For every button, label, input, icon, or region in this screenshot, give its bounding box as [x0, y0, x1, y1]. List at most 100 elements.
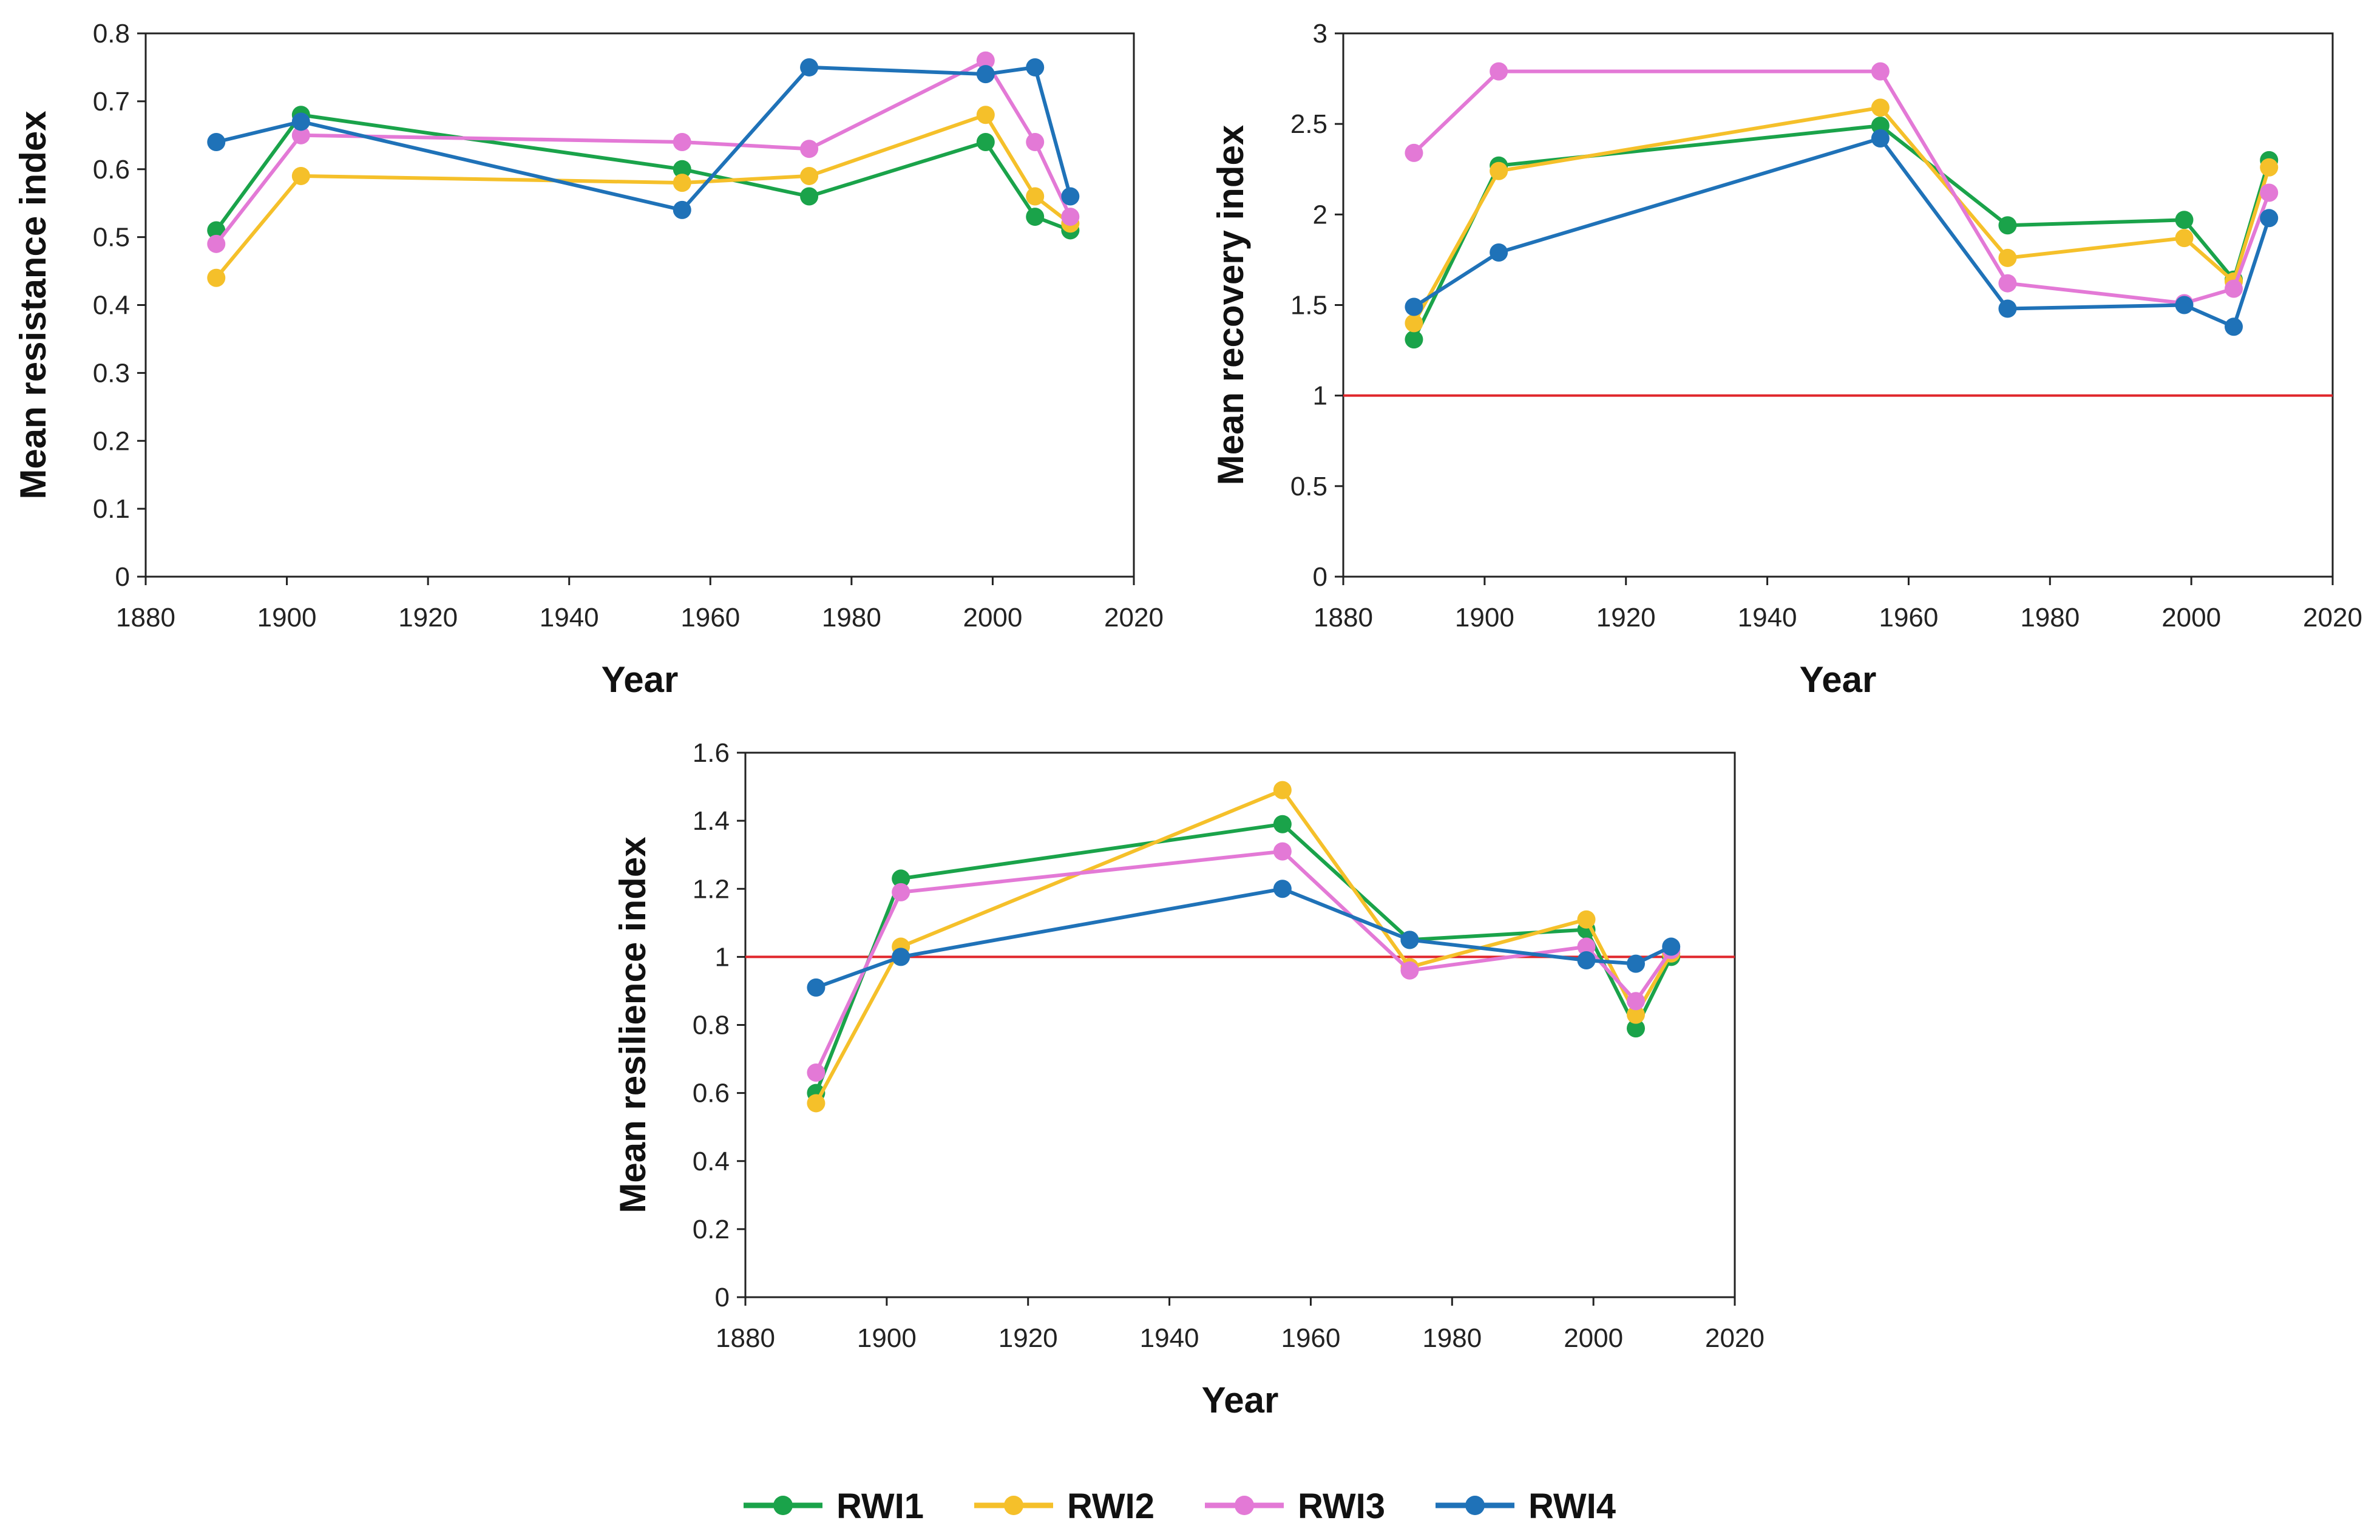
data-point-rwi3: [1400, 961, 1419, 980]
data-point-rwi3: [807, 1063, 826, 1082]
data-point-rwi1: [892, 869, 910, 888]
legend-marker-rwi1: [773, 1496, 793, 1515]
data-point-rwi3: [1061, 208, 1080, 226]
data-point-rwi4: [207, 133, 226, 151]
legend-item-rwi1: RWI1: [744, 1487, 924, 1526]
series-rwi4: [807, 880, 1681, 997]
x-tick-label: 2000: [1564, 1323, 1623, 1353]
x-tick-label: 1920: [398, 603, 458, 633]
x-tick-label: 1920: [998, 1323, 1058, 1353]
data-point-rwi3: [1871, 62, 1890, 81]
x-tick-label: 2000: [963, 603, 1022, 633]
y-tick-label: 1: [1313, 381, 1327, 411]
y-tick-label: 0.8: [693, 1011, 730, 1040]
x-tick-label: 1940: [1140, 1323, 1199, 1353]
data-point-rwi4: [1405, 297, 1423, 316]
y-tick-label: 3: [1313, 19, 1327, 49]
data-point-rwi3: [1405, 143, 1423, 162]
legend-label-rwi2: RWI2: [1067, 1487, 1154, 1526]
y-tick-label: 2.5: [1290, 109, 1327, 139]
data-point-rwi2: [207, 268, 226, 287]
data-point-rwi4: [1400, 931, 1419, 949]
data-point-rwi3: [207, 234, 226, 253]
x-tick-label: 1960: [680, 603, 740, 633]
data-point-rwi2: [1026, 187, 1045, 206]
data-point-rwi4: [2225, 317, 2243, 336]
data-point-rwi4: [2175, 296, 2194, 314]
data-point-rwi2: [800, 166, 819, 185]
data-point-rwi4: [291, 112, 310, 131]
y-tick-label: 0.6: [693, 1079, 730, 1108]
data-point-rwi2: [1998, 248, 2017, 267]
data-point-rwi3: [1490, 62, 1508, 81]
x-axis-title: Year: [1800, 659, 1877, 700]
data-point-rwi1: [207, 221, 226, 240]
data-point-rwi4: [1490, 243, 1508, 262]
data-point-rwi4: [976, 65, 995, 84]
series-rwi3: [807, 842, 1681, 1082]
chart-panel-resistance: 0 0.1 0.2 0.3 0.4 0.5 0.6 0.7 0.8 1880 1900 1920 194…: [13, 19, 1164, 700]
y-tick-label: 1.6: [693, 738, 730, 768]
series-rwi4: [207, 58, 1080, 219]
data-point-rwi2: [1273, 781, 1292, 799]
y-tick-label: 0.8: [93, 19, 130, 49]
x-tick-label: 1940: [1738, 603, 1797, 633]
y-axis-title: Mean resilience index: [612, 836, 653, 1213]
x-tick-label: 2000: [2161, 603, 2221, 633]
data-point-rwi1: [673, 160, 691, 178]
x-tick-label: 1900: [857, 1323, 917, 1353]
chart-panels: 0 0.1 0.2 0.3 0.4 0.5 0.6 0.7 0.8 1880 1900 1920 194…: [13, 19, 2362, 1420]
legend-label-rwi4: RWI4: [1528, 1487, 1616, 1526]
data-point-rwi1: [1627, 1019, 1645, 1038]
y-tick-label: 1: [715, 942, 730, 972]
y-tick-label: 1.4: [693, 806, 730, 836]
y-tick-label: 0.1: [93, 494, 130, 524]
x-tick-label: 1880: [116, 603, 175, 633]
data-point-rwi4: [1998, 299, 2017, 318]
series-rwi2: [207, 106, 1080, 287]
data-point-rwi1: [976, 133, 995, 151]
legend-marker-rwi3: [1235, 1496, 1254, 1515]
x-tick-label: 1880: [1314, 603, 1373, 633]
data-point-rwi2: [976, 106, 995, 124]
y-tick-label: 0.5: [93, 223, 130, 253]
data-point-rwi1: [2175, 211, 2194, 229]
data-point-rwi4: [1577, 951, 1596, 969]
data-point-rwi4: [800, 58, 819, 76]
data-point-rwi1: [1273, 815, 1292, 833]
x-tick-label: 1980: [822, 603, 881, 633]
data-point-rwi3: [1998, 274, 2017, 293]
data-point-rwi3: [1627, 992, 1645, 1011]
y-tick-label: 0.7: [93, 87, 130, 117]
data-point-rwi2: [1577, 910, 1596, 929]
x-tick-label: 1880: [716, 1323, 775, 1353]
y-tick-label: 0.4: [693, 1147, 730, 1176]
y-tick-label: 0.2: [693, 1215, 730, 1244]
y-axis-title: Mean resistance index: [13, 110, 53, 499]
data-point-rwi2: [1871, 98, 1890, 117]
chart-panel-recovery: 0 0.5 1 1.5 2 2.5 3 1880 1900 1920 1940 1960 1980 200…: [1210, 19, 2362, 700]
data-point-rwi2: [2260, 158, 2279, 177]
x-tick-label: 1940: [540, 603, 599, 633]
y-tick-label: 0: [1313, 562, 1327, 592]
y-tick-label: 1.2: [693, 874, 730, 904]
y-tick-label: 0.6: [93, 155, 130, 185]
legend-item-rwi2: RWI2: [974, 1487, 1154, 1526]
data-point-rwi1: [1405, 330, 1423, 349]
x-axis-title: Year: [1202, 1380, 1279, 1420]
x-tick-label: 2020: [1104, 603, 1164, 633]
y-tick-label: 0: [115, 562, 130, 592]
y-tick-label: 0.4: [93, 291, 130, 321]
x-tick-label: 1900: [257, 603, 317, 633]
y-tick-label: 0: [715, 1283, 730, 1312]
legend: RWI1 RWI2 RWI3 RWI4: [744, 1487, 1616, 1526]
data-point-rwi2: [2175, 229, 2194, 248]
data-point-rwi4: [807, 978, 826, 997]
legend-marker-rwi4: [1465, 1496, 1485, 1515]
data-point-rwi3: [800, 140, 819, 158]
data-point-rwi4: [1061, 187, 1080, 206]
data-point-rwi3: [2225, 279, 2243, 298]
data-point-rwi2: [1627, 1005, 1645, 1024]
